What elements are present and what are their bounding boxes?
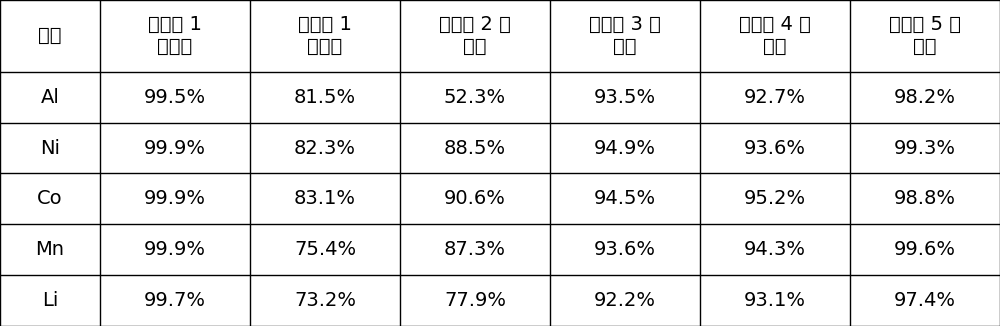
- Text: 93.5%: 93.5%: [594, 88, 656, 107]
- Text: 98.8%: 98.8%: [894, 189, 956, 208]
- Text: 99.9%: 99.9%: [144, 189, 206, 208]
- Text: 90.6%: 90.6%: [444, 189, 506, 208]
- Text: 82.3%: 82.3%: [294, 139, 356, 157]
- Text: 93.6%: 93.6%: [594, 240, 656, 259]
- Text: 93.1%: 93.1%: [744, 291, 806, 310]
- Text: 对比例 4 回
收率: 对比例 4 回 收率: [739, 15, 811, 56]
- Text: 99.5%: 99.5%: [144, 88, 206, 107]
- Text: 99.9%: 99.9%: [144, 139, 206, 157]
- Text: 73.2%: 73.2%: [294, 291, 356, 310]
- Text: 92.7%: 92.7%: [744, 88, 806, 107]
- Text: Li: Li: [42, 291, 58, 310]
- Text: 87.3%: 87.3%: [444, 240, 506, 259]
- Text: 83.1%: 83.1%: [294, 189, 356, 208]
- Text: Al: Al: [41, 88, 59, 107]
- Text: 97.4%: 97.4%: [894, 291, 956, 310]
- Text: Ni: Ni: [40, 139, 60, 157]
- Text: 93.6%: 93.6%: [744, 139, 806, 157]
- Text: 99.9%: 99.9%: [144, 240, 206, 259]
- Text: 对比例 5 回
收率: 对比例 5 回 收率: [889, 15, 961, 56]
- Text: 金属: 金属: [38, 26, 62, 45]
- Text: 99.3%: 99.3%: [894, 139, 956, 157]
- Text: 实施例 1
回收率: 实施例 1 回收率: [148, 15, 202, 56]
- Text: 99.7%: 99.7%: [144, 291, 206, 310]
- Text: 对比例 1
回收率: 对比例 1 回收率: [298, 15, 352, 56]
- Text: 92.2%: 92.2%: [594, 291, 656, 310]
- Text: Mn: Mn: [36, 240, 64, 259]
- Text: 75.4%: 75.4%: [294, 240, 356, 259]
- Text: 对比例 2 回
收率: 对比例 2 回 收率: [439, 15, 511, 56]
- Text: 94.9%: 94.9%: [594, 139, 656, 157]
- Text: 52.3%: 52.3%: [444, 88, 506, 107]
- Text: 94.5%: 94.5%: [594, 189, 656, 208]
- Text: 77.9%: 77.9%: [444, 291, 506, 310]
- Text: 94.3%: 94.3%: [744, 240, 806, 259]
- Text: Co: Co: [37, 189, 63, 208]
- Text: 88.5%: 88.5%: [444, 139, 506, 157]
- Text: 99.6%: 99.6%: [894, 240, 956, 259]
- Text: 对比例 3 回
收率: 对比例 3 回 收率: [589, 15, 661, 56]
- Text: 81.5%: 81.5%: [294, 88, 356, 107]
- Text: 98.2%: 98.2%: [894, 88, 956, 107]
- Text: 95.2%: 95.2%: [744, 189, 806, 208]
